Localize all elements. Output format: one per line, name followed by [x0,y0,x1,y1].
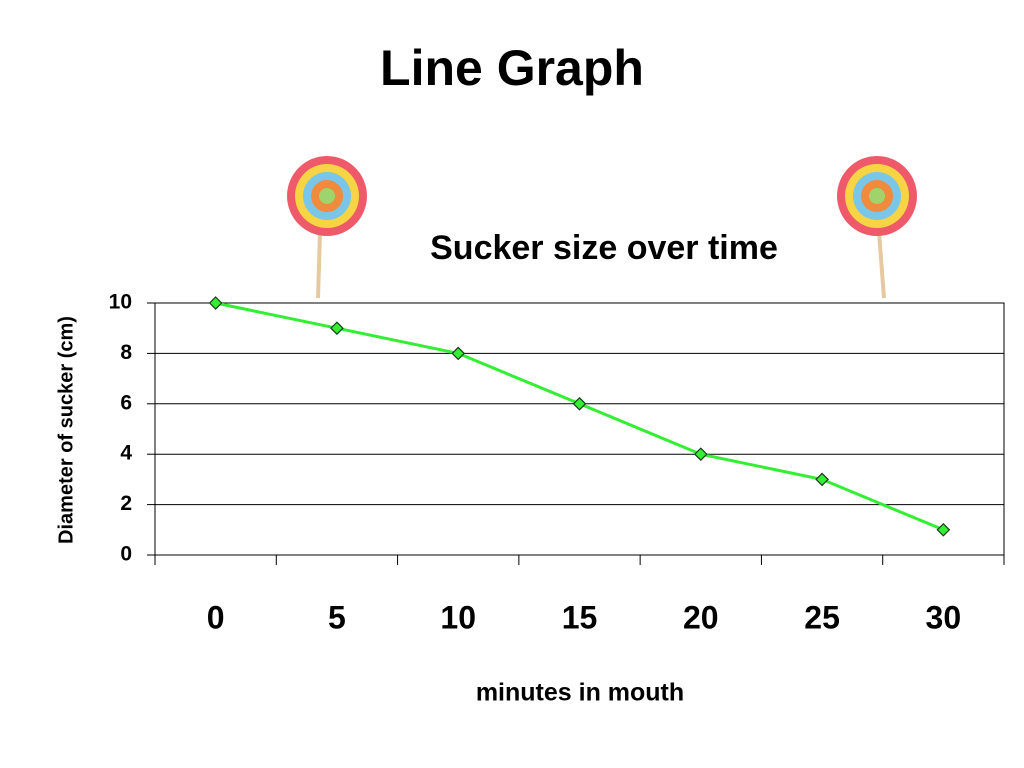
y-tick-label: 0 [120,543,132,566]
data-marker [815,472,829,487]
slide-title: Line Graph [380,40,644,96]
y-tick-label: 2 [120,492,132,515]
x-axis-label: minutes in mouth [476,679,684,707]
data-marker [572,396,587,411]
data-line [215,301,944,532]
x-tick-label: 15 [562,599,598,635]
chart-title: Sucker size over time [430,229,778,267]
data-marker [451,346,466,361]
lollipop-left [287,156,367,299]
x-tick-label: 10 [440,599,476,635]
x-tick-label: 30 [926,599,962,635]
data-marker [936,522,951,537]
lollipop-right [837,156,917,299]
y-tick-label: 6 [120,391,132,414]
data-marker [330,321,344,336]
x-tick-label: 20 [683,599,719,635]
x-tick-label: 0 [207,599,225,635]
data-marker [208,296,223,310]
plot-border [154,302,1005,556]
y-tick-label: 10 [109,291,132,314]
x-tick-label: 5 [328,599,346,635]
x-tick-label: 25 [804,599,840,635]
y-axis-label: Diameter of sucker (cm) [55,316,77,544]
y-tick-label: 4 [120,442,132,465]
y-tick-label: 8 [120,341,132,364]
data-marker [693,447,708,462]
